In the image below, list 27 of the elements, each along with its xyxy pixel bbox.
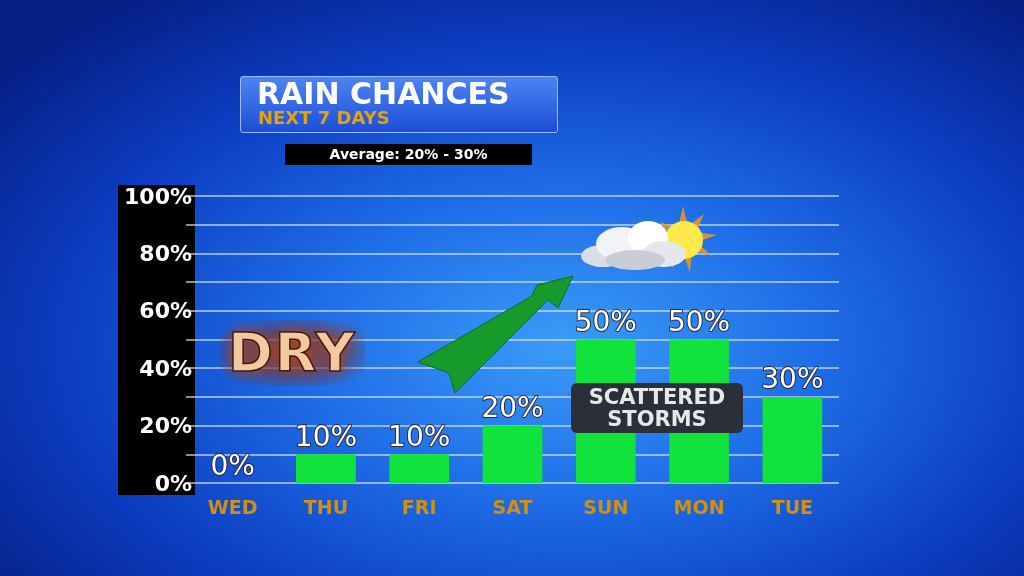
data-label: 50% <box>667 305 731 338</box>
data-label: 30% <box>761 362 824 396</box>
bar <box>389 454 450 483</box>
bar <box>762 396 823 483</box>
y-tick-label: 60% <box>139 298 192 324</box>
data-label: 10% <box>388 419 451 453</box>
y-tick-label: 40% <box>139 355 192 381</box>
y-tick-label: 20% <box>139 413 192 439</box>
data-label: 20% <box>481 391 544 425</box>
x-tick-label: THU <box>303 495 349 518</box>
text: Average: 20% - 30% <box>285 144 532 165</box>
y-tick-label: 100% <box>124 183 192 209</box>
y-tick-label: 80% <box>139 240 192 266</box>
data-label: 50% <box>574 305 637 338</box>
x-tick-label: SUN <box>583 495 629 518</box>
bar <box>482 425 543 483</box>
annotation: DRY <box>220 320 365 386</box>
data-label: 10% <box>294 419 358 453</box>
x-tick-label: SAT <box>492 495 533 518</box>
bar <box>296 454 356 483</box>
x-tick-label: MON <box>673 495 725 518</box>
annotation: SCATTERED STORMS <box>571 383 743 433</box>
y-tick-label: 0% <box>154 470 192 496</box>
x-tick-label: WED <box>207 495 258 518</box>
x-tick-label: TUE <box>771 495 814 518</box>
data-label: 0% <box>210 448 255 482</box>
x-tick-label: FRI <box>401 495 437 518</box>
